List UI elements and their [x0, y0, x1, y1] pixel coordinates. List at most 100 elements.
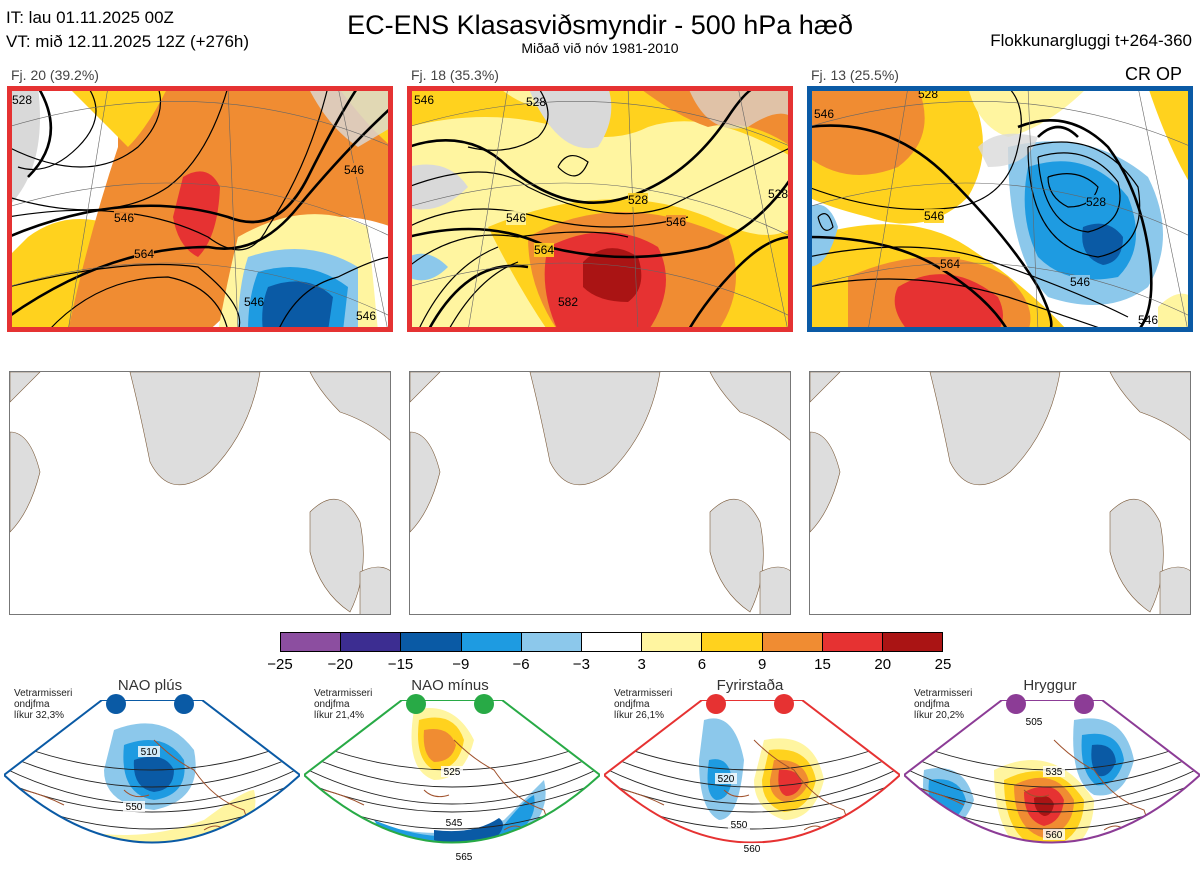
- contour-label-bg: [741, 843, 763, 854]
- contour-label: 535: [1046, 767, 1063, 778]
- contour-label: 505: [1026, 717, 1043, 728]
- colorbar-tick-label: −9: [452, 656, 470, 673]
- height-contour: [904, 753, 1200, 788]
- contour-label: 528: [1086, 195, 1107, 209]
- contour-label: 546: [344, 163, 365, 177]
- regime-info-line: líkur 26,1%: [614, 710, 665, 721]
- contour-label: 564: [534, 243, 555, 257]
- contour-label: 550: [126, 802, 143, 813]
- regime-info-line: líkur 32,3%: [14, 710, 65, 721]
- colorbar-tick-label: 20: [874, 656, 892, 673]
- regime-map: 520 550 560: [604, 700, 900, 855]
- regime-info-line: Vetrarmisseri: [14, 688, 73, 699]
- height-contour: [4, 753, 300, 788]
- panel-2-label: Fj. 18 (35.3%): [411, 67, 499, 83]
- contour-label: 528: [526, 95, 547, 109]
- regime-info-line: ondjfma: [914, 699, 950, 710]
- regime-info-line: ondjfma: [314, 699, 350, 710]
- colorbar-segment: [882, 633, 943, 651]
- height-contour: [4, 852, 300, 870]
- chart-title: EC-ENS Klasasviðsmyndir - 500 hPa hæð: [347, 10, 853, 40]
- regime-marker: [706, 694, 726, 714]
- colorbar-segment: [702, 633, 763, 651]
- height-contour: [304, 753, 600, 788]
- landmask-map-1: [9, 371, 391, 615]
- panel-1-label: Fj. 20 (39.2%): [11, 67, 99, 83]
- cr-op-label: CR OP: [1125, 64, 1183, 84]
- regime-outline: [304, 700, 600, 844]
- coastline: [323, 739, 565, 843]
- contour-label: 546: [814, 107, 835, 121]
- contour-label-bg: [443, 817, 465, 828]
- regime-info: Vetrarmisseri ondjfma líkur 20,2%: [914, 688, 972, 721]
- height-contour: [4, 739, 300, 771]
- contour-label: 560: [1046, 830, 1063, 841]
- coastline: [923, 739, 1165, 843]
- cluster-map-1: 546 564 528 546 546 546: [8, 87, 392, 331]
- regime-name: Hryggur: [1023, 677, 1077, 694]
- contour-label-bg: [1023, 716, 1045, 727]
- regime-marker: [106, 694, 126, 714]
- contour-label: 546: [114, 211, 135, 225]
- regime-map: 505 535 560: [904, 700, 1200, 870]
- contour-label: 546: [414, 93, 435, 107]
- coastline: [23, 739, 265, 843]
- regime-info-line: Vetrarmisseri: [914, 688, 973, 699]
- height-contour: [304, 767, 600, 805]
- classification-window: Flokkunargluggi t+264-360: [990, 31, 1192, 50]
- anomaly-area: [778, 769, 802, 796]
- height-contour: [904, 852, 1200, 870]
- contour-label: 565: [456, 852, 473, 863]
- initial-time: IT: lau 01.11.2025 00Z: [6, 8, 174, 27]
- anomaly-area: [1091, 744, 1116, 777]
- colorbar-tick-label: −25: [267, 656, 293, 673]
- valid-time: VT: mið 12.11.2025 12Z (+276h): [6, 32, 250, 51]
- colorbar-segment: [581, 633, 643, 651]
- contour-label: 582: [558, 295, 579, 309]
- colorbar-tick-label: −20: [327, 656, 353, 673]
- regime-name: NAO mínus: [411, 677, 489, 694]
- regime-info-line: ondjfma: [14, 699, 50, 710]
- contour-label-bg: [123, 801, 145, 812]
- contour-label: 546: [1138, 313, 1159, 327]
- regime-name: NAO plús: [117, 677, 183, 694]
- colorbar-tick-label: 15: [814, 656, 831, 673]
- anomaly-area: [1034, 796, 1054, 816]
- colorbar-segment: [341, 633, 402, 651]
- colorbar-tick-label: −6: [512, 656, 530, 673]
- colorbar-segment: [401, 633, 462, 651]
- anomaly-area: [1014, 848, 1044, 857]
- colorbar-segment: [461, 633, 522, 651]
- height-contour: [604, 739, 900, 771]
- cluster-map-2: 546 528 546 528 564 582 546 528: [408, 87, 792, 331]
- contour-label: 546: [924, 209, 945, 223]
- regime-marker: [406, 694, 426, 714]
- colorbar-tick-label: 6: [697, 656, 707, 673]
- regime-marker: [1074, 694, 1094, 714]
- contour-label: 564: [940, 257, 961, 271]
- colorbar-tick-label: −3: [572, 656, 590, 673]
- contour-label: 545: [446, 818, 463, 829]
- regime-info-line: líkur 20,2%: [914, 710, 965, 721]
- contour-label: 546: [666, 215, 687, 229]
- contour-label: 564: [134, 247, 155, 261]
- regime-2: 525 545 565: [304, 694, 600, 870]
- regime-map: 525 545 565: [304, 700, 600, 870]
- coastline: [623, 739, 865, 843]
- contour-label-bg: [1043, 829, 1065, 840]
- contour-label-bg: [715, 773, 737, 784]
- contour-label: 528: [918, 87, 939, 101]
- height-contour: [604, 767, 900, 805]
- height-contour: [904, 767, 1200, 805]
- anomaly-area: [133, 756, 174, 792]
- height-contour: [304, 852, 600, 870]
- colorbar-segment: [762, 633, 823, 651]
- contour-label: 520: [718, 774, 735, 785]
- regime-outline: [4, 700, 300, 844]
- contour-label: 528: [12, 93, 33, 107]
- regime-info-line: Vetrarmisseri: [614, 688, 673, 699]
- contour-label-bg: [728, 819, 750, 830]
- panel-3-label: Fj. 13 (25.5%): [811, 67, 899, 83]
- contour-label: 528: [628, 193, 649, 207]
- colorbar-segment: [642, 633, 703, 651]
